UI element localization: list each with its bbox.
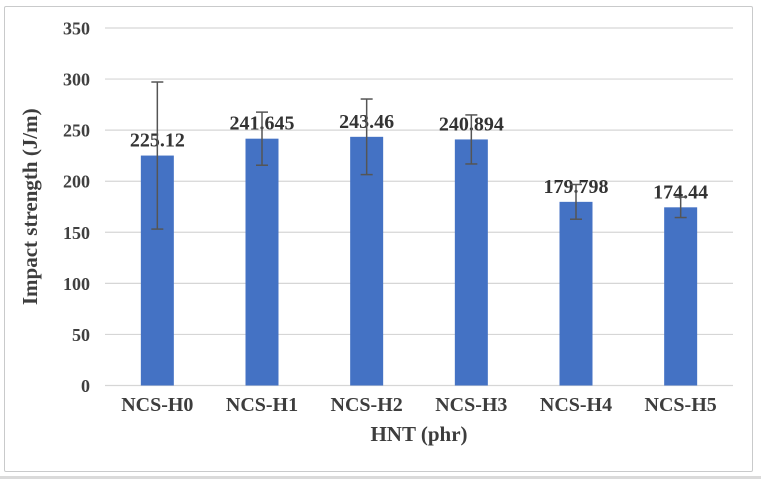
bar-ncs-h2 — [350, 136, 384, 386]
category-label-ncs-h1: NCS-H1 — [226, 394, 298, 416]
y-tick-label: 100 — [63, 274, 90, 294]
category-label-ncs-h5: NCS-H5 — [645, 394, 717, 416]
bar-ncs-h4 — [559, 201, 593, 386]
category-label-ncs-h0: NCS-H0 — [121, 394, 193, 416]
y-tick-label: 350 — [63, 19, 90, 39]
y-tick-label: 50 — [72, 325, 90, 345]
y-tick-label: 250 — [63, 121, 90, 141]
category-label-ncs-h2: NCS-H2 — [331, 394, 403, 416]
y-tick-label: 0 — [81, 376, 90, 396]
y-tick-label: 300 — [63, 70, 90, 90]
y-tick-label: 200 — [63, 172, 90, 192]
y-tick-label: 150 — [63, 223, 90, 243]
bar-ncs-h5 — [664, 207, 698, 386]
page-bottom-rule — [0, 476, 761, 479]
category-label-ncs-h4: NCS-H4 — [540, 394, 612, 416]
bar-ncs-h1 — [245, 138, 279, 386]
bar-ncs-h3 — [454, 139, 488, 386]
data-label-ncs-h5: 174.44 — [653, 181, 708, 203]
x-axis-title: HNT (phr) — [370, 422, 467, 446]
y-axis-title: Impact strength (J/m) — [18, 108, 42, 305]
category-label-ncs-h3: NCS-H3 — [435, 394, 507, 416]
